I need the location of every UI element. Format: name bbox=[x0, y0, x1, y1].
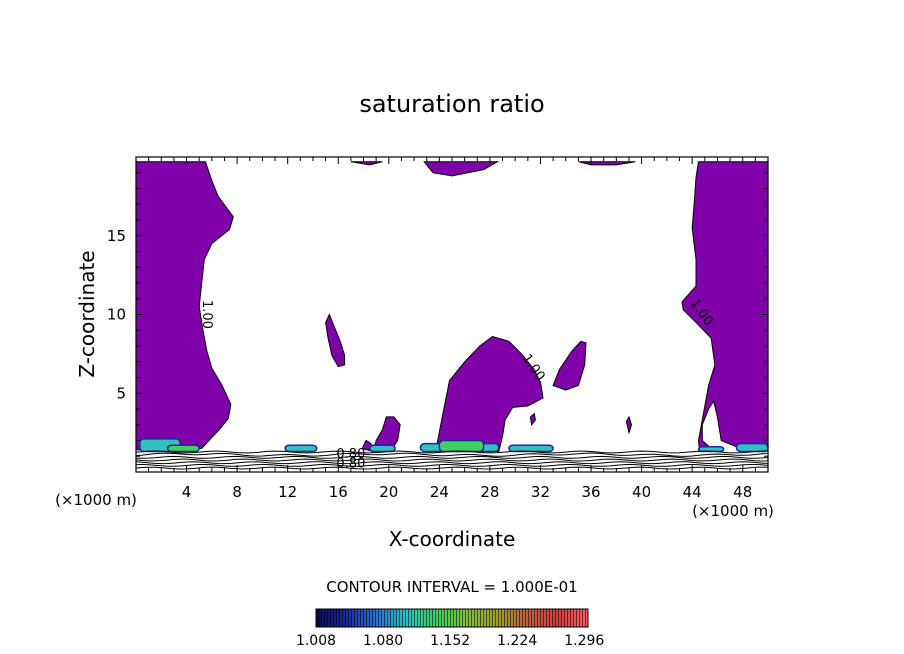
contour-label: 1.00 bbox=[199, 300, 214, 329]
surface-contour-line bbox=[135, 458, 769, 462]
supersaturated-region-blob-mid-left bbox=[325, 313, 346, 368]
x-unit-left: (×1000 m) bbox=[55, 491, 137, 509]
surface-band-19 bbox=[369, 444, 396, 453]
colorbar-labels: 1.008 1.080 1.152 1.224 1.296 bbox=[296, 633, 604, 649]
supersaturated-region-central-cell bbox=[434, 336, 544, 452]
x-tick-label: 8 bbox=[232, 483, 242, 501]
supersaturated-region-blob-mid-right bbox=[552, 340, 587, 391]
colorbar-tick-label: 1.224 bbox=[497, 633, 537, 649]
surface-band-48 bbox=[735, 442, 769, 453]
surface-contour-line bbox=[135, 463, 769, 467]
y-axis-ticks: 5 10 15 bbox=[107, 172, 768, 457]
surface-contour-line bbox=[135, 455, 769, 459]
y-axis-label: Z-coordinate bbox=[75, 250, 99, 377]
x-unit-right: (×1000 m) bbox=[692, 502, 774, 520]
surface-contour-line bbox=[135, 461, 769, 465]
y-tick-label: 5 bbox=[116, 384, 126, 402]
x-tick-label: 36 bbox=[581, 483, 600, 501]
x-tick-label: 44 bbox=[683, 483, 702, 501]
surface-band-24g bbox=[438, 439, 485, 453]
supersaturated-region-upper-strip-3 bbox=[350, 161, 383, 166]
colorbar-tick-label: 1.080 bbox=[363, 633, 403, 649]
x-tick-label: 40 bbox=[632, 483, 651, 501]
x-tick-label: 12 bbox=[278, 483, 297, 501]
colorbar-tick-label: 1.296 bbox=[564, 633, 604, 649]
x-axis-ticks: 4 8 12 16 20 24 28 32 36 40 44 48 bbox=[148, 157, 756, 501]
x-tick-label: 4 bbox=[182, 483, 192, 501]
supersaturated-region-upper-strip bbox=[423, 161, 500, 177]
x-tick-label: 32 bbox=[531, 483, 550, 501]
x-tick-label: 28 bbox=[480, 483, 499, 501]
x-tick-label: 20 bbox=[379, 483, 398, 501]
supersaturated-region-upper-strip-2 bbox=[578, 161, 636, 166]
supersaturated-region-left-column bbox=[135, 161, 234, 451]
contour-label: 0.80 bbox=[336, 447, 365, 462]
colorbar-tick-label: 1.008 bbox=[296, 633, 336, 649]
surface-band-left-2 bbox=[166, 444, 200, 453]
surface-contour-line bbox=[135, 450, 768, 454]
surface-band-12 bbox=[284, 444, 318, 453]
x-tick-label: 24 bbox=[430, 483, 449, 501]
colorbar-stripes bbox=[316, 609, 588, 627]
supersaturated-region-blob-low-4 bbox=[529, 412, 536, 427]
x-axis-label: X-coordinate bbox=[389, 527, 516, 551]
surface-contour-line bbox=[135, 466, 769, 470]
y-tick-label: 10 bbox=[107, 306, 126, 324]
surface-contour-line bbox=[135, 452, 769, 457]
surface-band-30 bbox=[508, 444, 554, 453]
plot-area: 1.001.001.000.800.80 bbox=[135, 156, 769, 473]
contour-label: 0.80 bbox=[336, 456, 365, 471]
y-tick-label: 15 bbox=[107, 227, 126, 245]
chart-title: saturation ratio bbox=[359, 90, 544, 118]
x-tick-label: 16 bbox=[329, 483, 348, 501]
colorbar-tick-label: 1.152 bbox=[430, 633, 470, 649]
supersaturated-region-blob-low-3 bbox=[625, 415, 633, 435]
contour-interval-text: CONTOUR INTERVAL = 1.000E-01 bbox=[326, 578, 577, 596]
supersaturated-region-right-column bbox=[681, 161, 769, 453]
x-tick-label: 48 bbox=[733, 483, 752, 501]
